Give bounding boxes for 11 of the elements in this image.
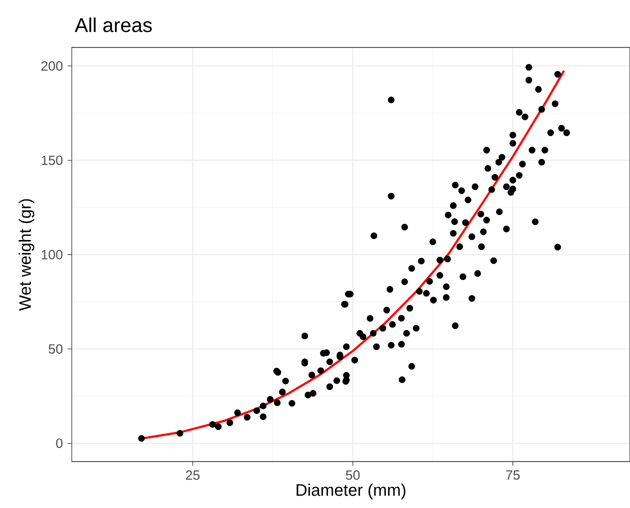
y-tick-label: 200: [41, 61, 62, 71]
x-tick-label: 25: [186, 470, 200, 480]
y-tick-label: 100: [42, 250, 62, 260]
y-tick-label: 0: [56, 438, 62, 448]
y-axis-title: Wet weight (gr): [18, 199, 34, 311]
chart-title: All areas: [74, 18, 152, 32]
y-tick-label: 150: [42, 156, 62, 166]
x-tick-label: 75: [506, 470, 520, 480]
y-tick-label: 50: [48, 344, 62, 354]
x-tick-label: 50: [346, 470, 360, 480]
x-axis-title: Diameter (mm): [296, 484, 406, 500]
